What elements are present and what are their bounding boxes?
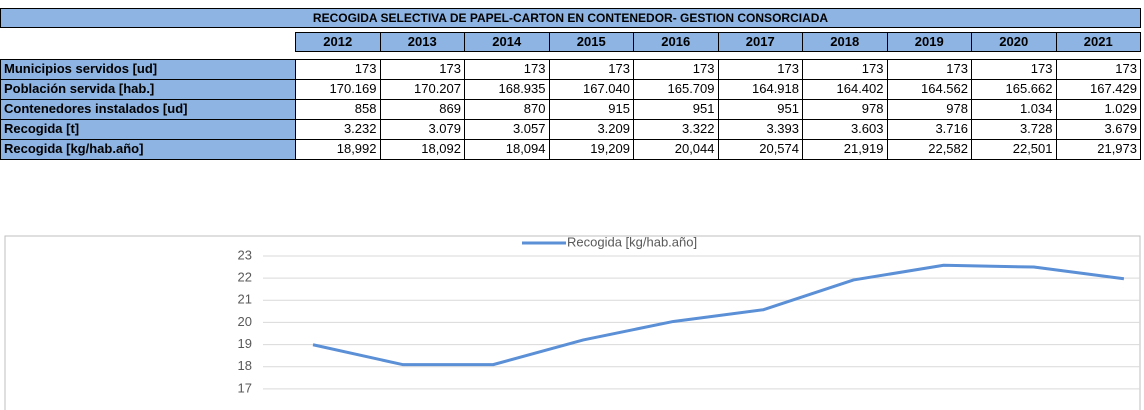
column-header: 2013 bbox=[379, 32, 465, 52]
column-header: 2014 bbox=[464, 32, 550, 52]
column-header: 2019 bbox=[886, 32, 972, 52]
row-label: Recogida [t] bbox=[0, 119, 296, 140]
y-tick-label: 17 bbox=[238, 380, 252, 395]
table-title: RECOGIDA SELECTIVA DE PAPEL-CARTON EN CO… bbox=[0, 8, 1141, 28]
y-tick-label: 20 bbox=[238, 314, 252, 329]
series-line bbox=[312, 263, 1125, 367]
y-tick-label: 21 bbox=[238, 292, 252, 307]
column-header: 2018 bbox=[802, 32, 888, 52]
column-header: 2012 bbox=[295, 32, 381, 52]
y-tick-label: 22 bbox=[238, 270, 252, 285]
column-header: 2020 bbox=[971, 32, 1057, 52]
column-header: 2015 bbox=[548, 32, 634, 52]
row-label: Población servida [hab.] bbox=[0, 79, 296, 100]
column-header: 2021 bbox=[1055, 32, 1141, 52]
y-tick-label: 19 bbox=[238, 336, 252, 351]
legend-label: Recogida [kg/hab.año] bbox=[567, 234, 697, 249]
column-header: 2016 bbox=[633, 32, 719, 52]
row-label: Recogida [kg/hab.año] bbox=[0, 139, 296, 160]
y-tick-label: 18 bbox=[238, 358, 252, 373]
cell-value: 21,973 bbox=[1055, 139, 1141, 160]
chart-frame bbox=[4, 235, 1141, 410]
y-tick-label: 23 bbox=[238, 247, 252, 262]
